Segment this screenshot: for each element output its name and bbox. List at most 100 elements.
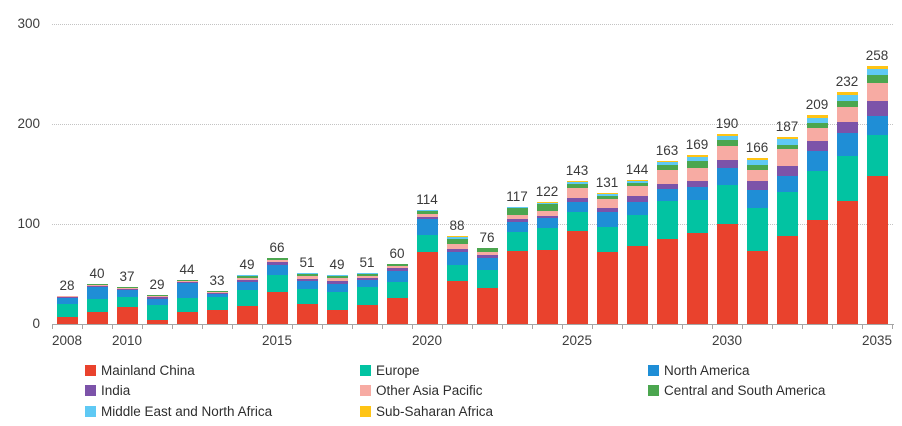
bar-total-label: 166 [745, 140, 769, 155]
legend-swatch-icon [85, 385, 96, 397]
legend-item: Middle East and North Africa [85, 401, 272, 422]
bar-segment-europe [56, 304, 78, 317]
bar-segment-north-america [176, 283, 198, 298]
x-axis-tick [322, 325, 323, 329]
bar-segment-central-and-south-america [566, 184, 588, 188]
legend-label: Mainland China [101, 362, 195, 378]
bar-segment-europe [506, 232, 528, 251]
bar-total-label: 144 [625, 162, 649, 177]
bar-total-label: 232 [835, 74, 859, 89]
bar-segment-mainland-china [146, 320, 168, 324]
bar-segment-europe [416, 235, 438, 252]
bar-total-label: 44 [179, 262, 195, 277]
bar-segment-other-asia-pacific [476, 252, 498, 255]
bar-segment-mainland-china [476, 288, 498, 324]
bar-segment-central-and-south-america [206, 291, 228, 292]
bar-segment-other-asia-pacific [86, 285, 108, 286]
x-axis-tick [172, 325, 173, 329]
legend-swatch-icon [360, 364, 371, 376]
bar-segment-europe [476, 270, 498, 288]
bar-segment-india [836, 122, 858, 133]
bar-segment-north-america [476, 258, 498, 270]
bar-total-label: 28 [59, 278, 75, 293]
x-axis-tick [82, 325, 83, 329]
bar-segment-central-and-south-america [266, 258, 288, 260]
legend-label: Sub-Saharan Africa [376, 403, 494, 419]
legend-item: Other Asia Pacific [360, 381, 493, 402]
bar-segment-north-america [536, 218, 558, 228]
bar-segment-central-and-south-america [446, 239, 468, 244]
bar-segment-other-asia-pacific [776, 149, 798, 166]
x-axis-tick [112, 325, 113, 329]
bar-segment-mainland-china [266, 292, 288, 324]
bar-segment-sub-saharan-africa [656, 161, 678, 162]
y-axis-label: 300 [17, 16, 40, 31]
x-axis-tick [502, 325, 503, 329]
x-axis-tick [412, 325, 413, 329]
bar-segment-india [746, 181, 768, 190]
bar-segment-mainland-china [596, 252, 618, 324]
bar-segment-sub-saharan-africa [536, 202, 558, 203]
bar-segment-north-america [386, 271, 408, 282]
bar-segment-north-america [776, 176, 798, 192]
x-axis-tick [472, 325, 473, 329]
bar-segment-europe [536, 228, 558, 250]
bar-segment-other-asia-pacific [386, 266, 408, 268]
bar-segment-other-asia-pacific [176, 281, 198, 282]
bar-segment-central-and-south-america [416, 211, 438, 214]
bar-total-label: 49 [239, 257, 255, 272]
bar-segment-other-asia-pacific [836, 107, 858, 122]
bar-segment-other-asia-pacific [806, 128, 828, 141]
x-axis-tick [292, 325, 293, 329]
bar-segment-europe [206, 297, 228, 310]
x-axis-label: 2025 [561, 333, 593, 348]
bar-segment-north-america [596, 212, 618, 227]
legend-item: North America [648, 360, 825, 381]
bar-segment-middle-east-and-north-africa [686, 157, 708, 161]
bar-segment-mainland-china [446, 281, 468, 324]
bar-segment-other-asia-pacific [416, 214, 438, 217]
bar-total-label: 122 [535, 184, 559, 199]
x-axis-tick [232, 325, 233, 329]
bar-segment-other-asia-pacific [506, 215, 528, 219]
bar-segment-india [56, 297, 78, 298]
bar-segment-other-asia-pacific [626, 186, 648, 196]
bar-segment-north-america [626, 202, 648, 215]
bar-segment-europe [266, 275, 288, 292]
bar-segment-mainland-china [356, 305, 378, 324]
bar-segment-other-asia-pacific [236, 278, 258, 280]
bar-segment-india [326, 281, 348, 284]
legend-label: North America [664, 362, 750, 378]
legend-column: Europe Other Asia Pacific Sub-Saharan Afri… [360, 360, 493, 422]
x-axis-tick [772, 325, 773, 329]
bar-segment-europe [716, 185, 738, 224]
bar-segment-central-and-south-america [656, 165, 678, 170]
bar-segment-central-and-south-america [686, 161, 708, 168]
bar-segment-india [86, 286, 108, 287]
x-axis-tick [592, 325, 593, 329]
legend-item: Sub-Saharan Africa [360, 401, 493, 422]
bar-segment-middle-east-and-north-africa [596, 194, 618, 196]
bar-segment-europe [236, 290, 258, 306]
bar-segment-middle-east-and-north-africa [236, 275, 258, 276]
bar-segment-europe [566, 212, 588, 231]
bar-segment-middle-east-and-north-africa [656, 162, 678, 165]
bar-segment-mainland-china [716, 224, 738, 324]
bar-segment-central-and-south-america [806, 123, 828, 128]
bar-segment-mainland-china [296, 304, 318, 324]
bar-total-label: 258 [865, 48, 889, 63]
bar-segment-europe [776, 192, 798, 236]
bar-total-label: 209 [805, 97, 829, 112]
x-axis-tick [202, 325, 203, 329]
bar-segment-india [506, 219, 528, 222]
x-axis-label: 2010 [111, 333, 143, 348]
bar-segment-central-and-south-america [296, 274, 318, 276]
bar-segment-middle-east-and-north-africa [626, 181, 648, 183]
x-axis-tick [442, 325, 443, 329]
bar-segment-india [866, 101, 888, 116]
bar-segment-europe [806, 171, 828, 220]
bar-segment-other-asia-pacific [716, 146, 738, 160]
bar-segment-north-america [866, 116, 888, 135]
bar-segment-middle-east-and-north-africa [566, 182, 588, 184]
bar-segment-middle-east-and-north-africa [326, 275, 348, 276]
